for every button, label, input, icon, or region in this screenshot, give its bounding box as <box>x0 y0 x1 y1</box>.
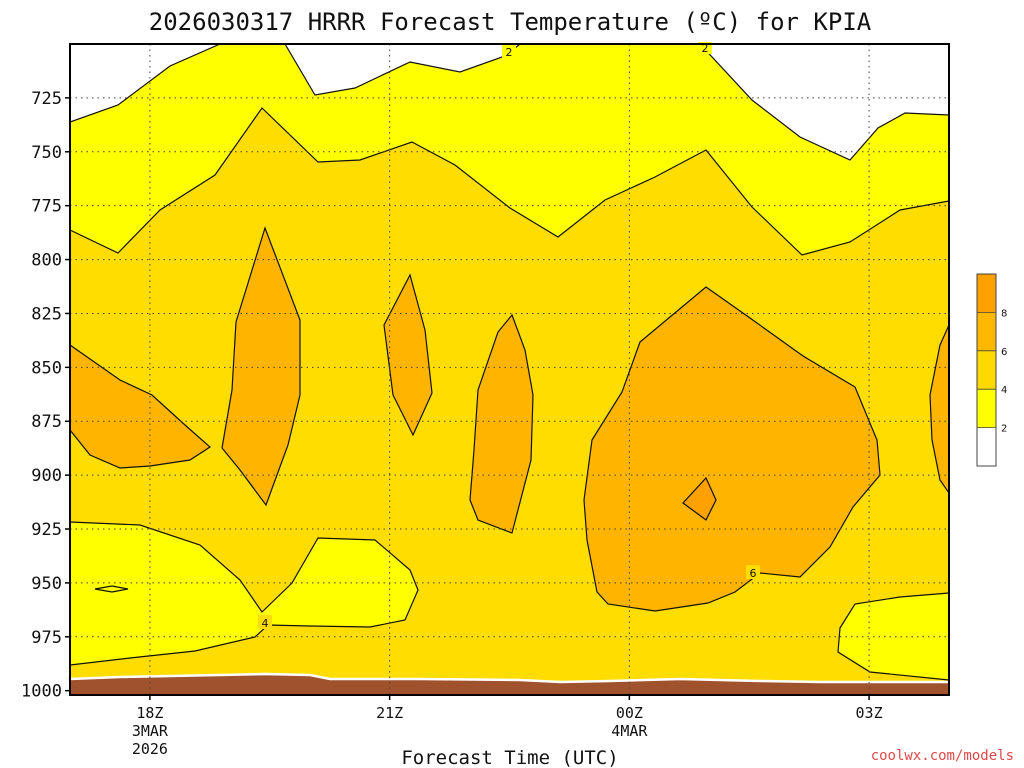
region-6-to-8 <box>70 345 210 468</box>
y-tick-label: 775 <box>31 197 62 217</box>
x-tick-label: 03Z <box>856 704 883 722</box>
x-tick-label: 21Z <box>376 704 403 722</box>
legend-label: 8 <box>1001 308 1007 319</box>
region-6-to-8 <box>222 228 300 505</box>
region-6-to-8 <box>470 315 533 533</box>
y-tick-label: 1000 <box>21 682 62 702</box>
contour-4 <box>70 107 949 256</box>
contour-6 <box>70 344 211 469</box>
color-legend: 2 4 6 8 <box>976 273 1007 467</box>
y-tick-label: 900 <box>31 466 62 486</box>
y-tick-label: 750 <box>31 143 62 163</box>
legend-swatch <box>977 312 996 351</box>
contour-4 <box>94 585 129 593</box>
legend-frame <box>976 273 997 467</box>
x-tick-label: 18Z <box>136 704 163 722</box>
region-6-to-8 <box>384 275 432 435</box>
contour-4 <box>837 592 949 681</box>
plot-area <box>70 44 949 695</box>
y-tick-label: 850 <box>31 358 62 378</box>
legend-swatch <box>977 274 996 313</box>
ground <box>70 674 949 695</box>
y-axis: 1000 975 950 925 900 875 850 825 800 775 750 725 <box>21 89 70 702</box>
contour-6 <box>221 226 301 507</box>
ground-edge <box>70 672 949 684</box>
contour-4 <box>70 521 419 666</box>
y-tick-label: 825 <box>31 304 62 324</box>
legend-label: 2 <box>1001 424 1007 435</box>
plot-frame <box>69 43 950 696</box>
y-tick-label: 725 <box>31 89 62 109</box>
contour-6 <box>929 324 949 494</box>
contour-8 <box>682 476 717 521</box>
legend-swatch <box>977 389 996 428</box>
region-above-8 <box>683 478 716 520</box>
contour-label: 4 <box>262 617 269 630</box>
contour-6 <box>583 286 881 612</box>
gridlines <box>70 44 949 695</box>
credit-text: coolwx.com/models <box>871 748 1014 764</box>
contour-6 <box>383 273 433 437</box>
x-tick-year: 2026 <box>132 740 168 758</box>
legend-swatch <box>977 350 996 390</box>
x-tick-date: 3MAR <box>132 722 169 740</box>
legend-label: 6 <box>1001 347 1007 358</box>
y-tick-label: 925 <box>31 520 62 540</box>
contour-6 <box>469 313 534 534</box>
region-6-to-8 <box>584 287 880 611</box>
contour-labels: 2 2 4 6 <box>258 42 760 630</box>
y-tick-label: 800 <box>31 251 62 271</box>
x-axis-label: Forecast Time (UTC) <box>401 747 618 768</box>
legend-swatch <box>977 427 996 466</box>
y-tick-label: 875 <box>31 412 62 432</box>
contour-label: 6 <box>750 567 757 580</box>
chart-title: 2026030317 HRRR Forecast Temperature (ºC… <box>149 8 872 36</box>
contour-label: 2 <box>506 46 513 59</box>
x-axis: 18Z3MAR202621Z00Z4MAR03Z06Z09Z <box>132 695 883 758</box>
x-tick-date: 4MAR <box>611 722 648 740</box>
x-tick-label: 00Z <box>616 704 643 722</box>
contour-label: 2 <box>702 42 709 55</box>
legend-label: 4 <box>1001 385 1007 396</box>
y-tick-label: 950 <box>31 574 62 594</box>
y-tick-label: 975 <box>31 628 62 648</box>
